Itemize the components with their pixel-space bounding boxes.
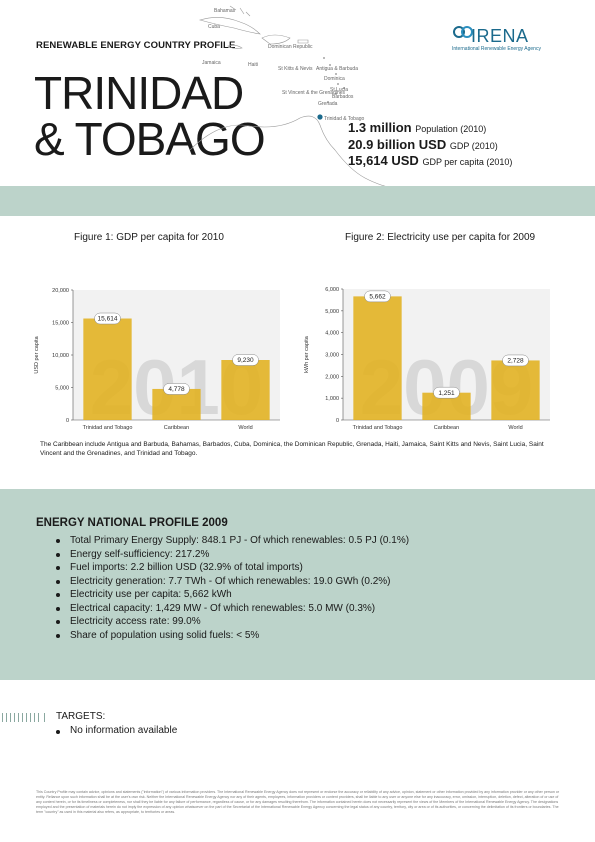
energy-profile-item: Electricity access rate: 99.0% — [56, 615, 409, 629]
map-label: Dominican Republic — [268, 44, 313, 50]
map-trinidad-marker — [317, 114, 323, 120]
bar — [353, 296, 402, 420]
energy-profile-item: Electrical capacity: 1,429 MW - Of which… — [56, 602, 409, 616]
data-label: 1,251 — [438, 390, 455, 397]
y-tick-label: 1,000 — [325, 396, 339, 402]
y-tick-label: 4,000 — [325, 331, 339, 337]
irena-logo-subtitle: International Renewable Energy Agency — [452, 46, 541, 52]
y-tick-label: 3,000 — [325, 353, 339, 359]
data-label-bubble — [502, 354, 529, 367]
stat-value: 1.3 million — [348, 120, 412, 135]
bar — [83, 318, 132, 420]
irena-logo-word: IRENA — [471, 26, 529, 46]
figure1-title: Figure 1: GDP per capita for 2010 — [74, 232, 224, 243]
map-cuba-outline — [198, 17, 261, 35]
map-jamaica-outline — [227, 45, 243, 49]
targets-bars-icon — [2, 713, 45, 722]
y-axis-label: USD per capita — [34, 335, 40, 373]
energy-profile-item: Total Primary Energy Supply: 848.1 PJ - … — [56, 534, 409, 548]
energy-profile-band — [0, 489, 595, 680]
energy-profile-heading: ENERGY NATIONAL PROFILE 2009 — [36, 517, 228, 529]
energy-profile-item: Energy self-sufficiency: 217.2% — [56, 548, 409, 562]
country-title-line2: & TOBAGO — [34, 113, 266, 165]
header-band — [0, 186, 595, 216]
data-label: 2,728 — [507, 358, 524, 365]
data-label-bubble — [163, 383, 190, 395]
map-label: Cuba — [208, 24, 220, 30]
map-label: St Lucia — [330, 87, 348, 93]
map-label: Barbados — [332, 94, 354, 100]
y-axis-label: kWh per capita — [304, 335, 310, 373]
stat-value: 20.9 billion USD — [348, 137, 447, 152]
stat-label: Population (2010) — [415, 124, 487, 134]
stat-label: GDP per capita (2010) — [422, 157, 513, 167]
y-tick-label: 5,000 — [325, 309, 339, 315]
y-tick-label: 6,000 — [325, 287, 339, 293]
data-label-bubble — [364, 290, 391, 303]
x-tick-label: Trinidad and Tobago — [83, 425, 133, 431]
caribbean-map: Bahamas Cuba Dominican Republic Jamaica … — [190, 5, 401, 190]
stat-gdp: 20.9 billion USD GDP (2010) — [348, 137, 498, 152]
profile-label: RENEWABLE ENERGY COUNTRY PROFILE — [36, 40, 236, 51]
data-label-bubble — [232, 354, 259, 366]
energy-profile-item: Electricity use per capita: 5,662 kWh — [56, 588, 409, 602]
energy-profile-item: Fuel imports: 2.2 billion USD (32.9% of … — [56, 561, 409, 575]
stat-gdp-per-capita: 15,614 USD GDP per capita (2010) — [348, 153, 512, 168]
energy-profile-list: Total Primary Energy Supply: 848.1 PJ - … — [56, 534, 409, 642]
logo-ring-icon — [453, 26, 465, 38]
map-label: Jamaica — [202, 60, 221, 66]
x-tick-label: World — [508, 425, 522, 431]
y-tick-label: 0 — [336, 418, 339, 424]
country-title-line1: TRINIDAD — [34, 67, 244, 119]
stat-population: 1.3 million Population (2010) — [348, 120, 486, 135]
stat-label: GDP (2010) — [449, 141, 498, 151]
stat-value: 15,614 USD — [348, 153, 419, 168]
energy-profile-item: Electricity generation: 7.7 TWh - Of whi… — [56, 575, 409, 589]
figure2-title: Figure 2: Electricity use per capita for… — [345, 232, 536, 243]
y-tick-label: 0 — [66, 418, 69, 424]
y-tick-label: 10,000 — [52, 353, 69, 359]
map-label: St Kitts & Nevis — [278, 66, 313, 72]
x-tick-label: Trinidad and Tobago — [353, 425, 403, 431]
map-label: Bahamas — [214, 8, 236, 14]
y-tick-label: 15,000 — [52, 321, 69, 327]
targets-heading: TARGETS: — [56, 711, 106, 722]
disclaimer: This Country Profile may contain advice,… — [36, 790, 560, 814]
data-label-bubble — [94, 312, 121, 325]
y-tick-label: 5,000 — [55, 386, 69, 392]
map-label: Trinidad & Tobago — [324, 116, 365, 122]
x-tick-label: Caribbean — [434, 425, 459, 431]
map-label: Dominica — [324, 76, 345, 82]
data-label: 4,778 — [168, 386, 185, 393]
y-tick-label: 20,000 — [52, 288, 69, 294]
map-label: St Vincent & the Grenadines — [282, 90, 346, 96]
targets-item: No information available — [56, 725, 177, 736]
bar — [491, 360, 540, 420]
data-label: 5,662 — [369, 294, 386, 301]
map-label: Haiti — [248, 62, 258, 68]
data-label: 9,230 — [237, 357, 254, 364]
logo-ring-icon — [461, 26, 473, 38]
data-label: 15,614 — [98, 316, 118, 323]
x-tick-label: Caribbean — [164, 425, 189, 431]
map-label: Grenada — [318, 101, 338, 107]
map-hispaniola-outline — [261, 34, 291, 45]
map-bahamas-outline — [229, 5, 251, 17]
y-tick-label: 2,000 — [325, 374, 339, 380]
data-label-bubble — [433, 386, 460, 399]
irena-logo — [453, 26, 473, 38]
map-label: Antigua & Barbuda — [316, 66, 358, 72]
caribbean-note: The Caribbean include Antigua and Barbud… — [40, 441, 544, 457]
map-mainland-coast — [190, 115, 401, 190]
x-tick-label: World — [238, 425, 252, 431]
map-puerto-rico-outline — [297, 39, 309, 44]
energy-profile-item: Share of population using solid fuels: <… — [56, 629, 409, 643]
bar — [221, 360, 270, 420]
